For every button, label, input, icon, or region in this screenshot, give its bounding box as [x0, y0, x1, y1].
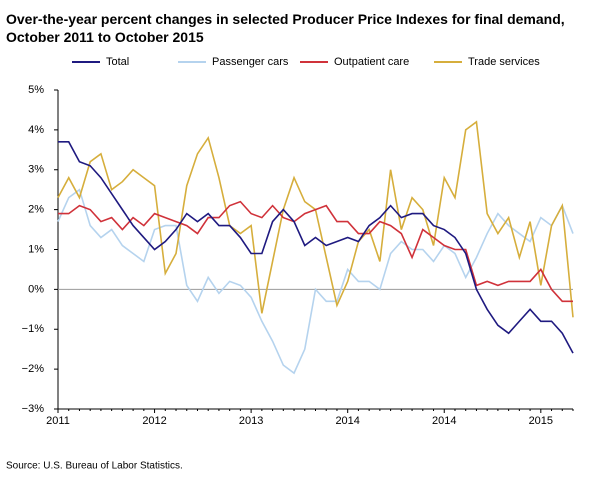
legend-label: Trade services [468, 56, 540, 68]
x-tick-label: 2014 [335, 415, 359, 427]
y-tick-label: −3% [22, 403, 45, 415]
x-tick-label: 2012 [142, 415, 166, 427]
x-tick-label: 2011 [46, 415, 70, 427]
y-tick-label: 5% [28, 84, 44, 96]
series-line [58, 200, 573, 303]
x-tick-label: 2015 [529, 415, 553, 427]
source-note: Source: U.S. Bureau of Labor Statistics. [6, 461, 183, 472]
y-tick-label: 4% [28, 124, 44, 136]
x-tick-label: 2013 [239, 415, 263, 427]
y-tick-label: 1% [28, 243, 44, 255]
chart-title: Over-the-year percent changes in selecte… [6, 11, 565, 45]
legend-label: Passenger cars [212, 56, 289, 68]
y-tick-label: −1% [22, 323, 45, 335]
series-line [58, 141, 574, 354]
y-tick-label: −2% [22, 363, 45, 375]
x-tick-label: 2014 [432, 415, 456, 427]
y-tick-label: 3% [28, 164, 44, 176]
legend-label: Total [106, 56, 129, 68]
legend-label: Outpatient care [334, 56, 409, 68]
y-tick-label: 2% [28, 204, 44, 216]
y-tick-label: 0% [28, 283, 44, 295]
series-line [57, 188, 574, 375]
